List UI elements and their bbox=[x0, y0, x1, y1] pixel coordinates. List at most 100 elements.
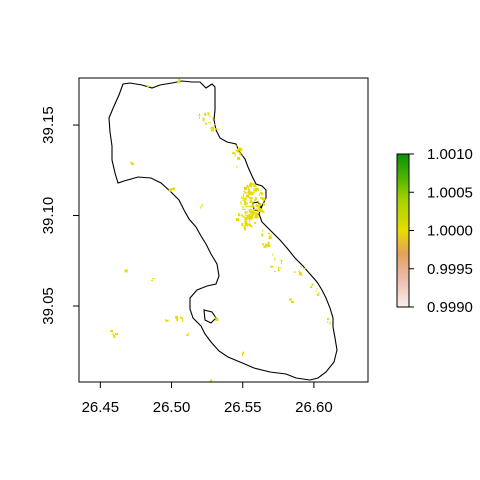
raster-cell bbox=[247, 208, 249, 210]
raster-cell bbox=[257, 215, 259, 218]
raster-cell bbox=[251, 225, 253, 228]
raster-cell bbox=[259, 192, 261, 195]
raster-cell bbox=[247, 205, 251, 207]
raster-cell bbox=[254, 199, 257, 202]
raster-cell bbox=[182, 319, 184, 322]
raster-cell bbox=[318, 291, 320, 295]
raster-cell bbox=[242, 351, 245, 354]
raster-cell bbox=[235, 149, 239, 152]
raster-cell bbox=[248, 186, 250, 187]
raster-cell bbox=[170, 188, 174, 191]
x-tick-label: 26.55 bbox=[224, 399, 262, 416]
raster-cell bbox=[272, 253, 274, 256]
raster-cell bbox=[267, 241, 270, 244]
raster-cell bbox=[244, 202, 248, 205]
raster-cell bbox=[249, 184, 253, 188]
raster-cell bbox=[113, 335, 116, 338]
raster-cell bbox=[242, 215, 245, 218]
y-tick-label: 39.15 bbox=[40, 106, 57, 144]
raster-cell bbox=[148, 85, 151, 87]
raster-cell bbox=[250, 192, 254, 196]
raster-cell bbox=[240, 214, 243, 217]
raster-cell bbox=[262, 202, 265, 206]
raster-cell bbox=[242, 208, 246, 210]
raster-cell bbox=[175, 315, 179, 319]
raster-cell bbox=[253, 192, 255, 194]
raster-cell bbox=[258, 193, 260, 197]
raster-cell bbox=[252, 196, 254, 199]
raster-cell bbox=[210, 378, 212, 382]
raster-cell bbox=[212, 128, 216, 130]
raster-cell bbox=[265, 245, 269, 247]
sw-bay-outline bbox=[203, 309, 217, 324]
raster-cell bbox=[131, 163, 135, 166]
raster-cell bbox=[246, 214, 249, 217]
raster-cell bbox=[327, 321, 329, 323]
raster-cell bbox=[124, 269, 128, 273]
raster-cell bbox=[180, 316, 183, 319]
raster-cell bbox=[235, 145, 239, 147]
raster-cell bbox=[249, 217, 252, 221]
raster-cell bbox=[240, 155, 243, 157]
raster-cell bbox=[240, 147, 242, 151]
raster-cell bbox=[273, 271, 276, 272]
raster-cell bbox=[255, 217, 259, 219]
raster-cell bbox=[244, 217, 247, 220]
raster-cell bbox=[311, 283, 314, 286]
raster-cell bbox=[236, 165, 238, 168]
raster-cell bbox=[245, 223, 249, 226]
raster-cell bbox=[258, 203, 261, 207]
raster-cell bbox=[255, 208, 258, 211]
raster-cell bbox=[181, 317, 183, 321]
raster-cell bbox=[243, 197, 247, 201]
raster-cell bbox=[281, 261, 282, 265]
x-axis: 26.45 26.50 26.55 26.60 bbox=[79, 381, 368, 416]
raster-cell bbox=[249, 225, 252, 228]
legend-label: 1.0005 bbox=[427, 184, 473, 201]
raster-cell bbox=[252, 191, 254, 193]
raster-cell bbox=[258, 207, 262, 210]
raster-cell bbox=[241, 208, 244, 210]
raster-cell bbox=[212, 127, 214, 129]
raster-cell bbox=[244, 221, 248, 224]
raster-cell bbox=[244, 190, 246, 193]
raster-cell bbox=[237, 151, 241, 153]
legend-label: 0.9990 bbox=[427, 299, 473, 316]
raster-cell bbox=[300, 265, 302, 268]
raster-cell bbox=[261, 192, 264, 196]
raster-cell bbox=[115, 333, 118, 336]
raster-cell bbox=[168, 188, 172, 192]
legend-colorbar bbox=[396, 153, 410, 308]
raster-cell bbox=[166, 319, 169, 322]
raster-cell bbox=[253, 221, 256, 224]
raster-cell bbox=[249, 201, 253, 204]
raster-cell bbox=[242, 353, 243, 357]
raster-cell bbox=[255, 203, 257, 205]
raster-cell bbox=[246, 212, 248, 214]
raster-cell bbox=[199, 113, 201, 116]
raster-cell bbox=[130, 161, 133, 164]
x-tick-label: 26.60 bbox=[295, 399, 333, 416]
raster-cell bbox=[243, 201, 245, 205]
raster-cell bbox=[210, 129, 214, 132]
raster-cell bbox=[232, 152, 236, 155]
raster-cell bbox=[253, 203, 254, 207]
raster-cell bbox=[268, 234, 272, 236]
raster-cell bbox=[199, 206, 201, 209]
raster-cell bbox=[246, 192, 250, 194]
raster-cell bbox=[242, 190, 244, 192]
raster-cell bbox=[244, 218, 248, 221]
raster-cell bbox=[255, 184, 257, 186]
raster-cell bbox=[237, 156, 241, 160]
raster-cell bbox=[261, 198, 265, 200]
raster-cell bbox=[274, 257, 276, 261]
raster-layer bbox=[110, 78, 331, 382]
raster-cell bbox=[239, 153, 242, 156]
raster-cell bbox=[293, 271, 297, 273]
raster-cell bbox=[255, 187, 259, 191]
legend-label: 0.9995 bbox=[427, 261, 473, 278]
raster-cell bbox=[251, 209, 252, 211]
raster-cell bbox=[268, 232, 271, 234]
raster-cell bbox=[254, 197, 257, 200]
